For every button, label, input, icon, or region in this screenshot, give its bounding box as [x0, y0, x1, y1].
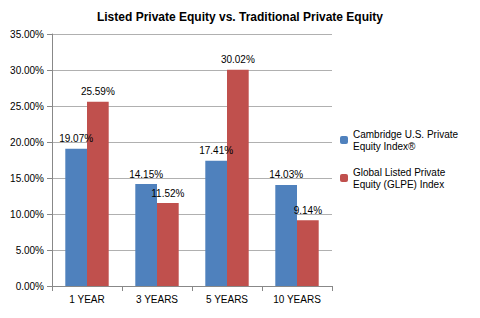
- svg-text:25.59%: 25.59%: [81, 86, 115, 97]
- svg-text:15.00%: 15.00%: [10, 173, 44, 184]
- svg-text:0.00%: 0.00%: [16, 281, 44, 292]
- svg-text:9.14%: 9.14%: [294, 205, 322, 216]
- svg-text:3 YEARS: 3 YEARS: [136, 294, 178, 305]
- svg-text:Listed Private Equity vs. Trad: Listed Private Equity vs. Traditional Pr…: [97, 10, 383, 24]
- svg-text:14.15%: 14.15%: [129, 169, 163, 180]
- svg-text:Equity (GLPE) Index: Equity (GLPE) Index: [353, 179, 444, 190]
- svg-text:30.00%: 30.00%: [10, 65, 44, 76]
- svg-text:17.41%: 17.41%: [199, 145, 233, 156]
- svg-text:5.00%: 5.00%: [16, 245, 44, 256]
- svg-text:25.00%: 25.00%: [10, 101, 44, 112]
- svg-text:Cambridge U.S. Private: Cambridge U.S. Private: [353, 129, 461, 140]
- svg-text:Global Listed Private: Global Listed Private: [353, 167, 448, 178]
- svg-text:35.00%: 35.00%: [10, 29, 44, 40]
- svg-text:30.02%: 30.02%: [221, 54, 255, 65]
- svg-text:10.00%: 10.00%: [10, 209, 44, 220]
- svg-text:11.52%: 11.52%: [151, 188, 184, 199]
- svg-text:Equity Index®: Equity Index®: [353, 141, 416, 152]
- svg-text:19.07%: 19.07%: [59, 133, 93, 144]
- svg-text:5 YEARS: 5 YEARS: [206, 294, 248, 305]
- svg-text:1 YEAR: 1 YEAR: [69, 294, 104, 305]
- svg-text:10 YEARS: 10 YEARS: [273, 294, 321, 305]
- svg-text:14.03%: 14.03%: [269, 169, 303, 180]
- svg-text:20.00%: 20.00%: [10, 137, 44, 148]
